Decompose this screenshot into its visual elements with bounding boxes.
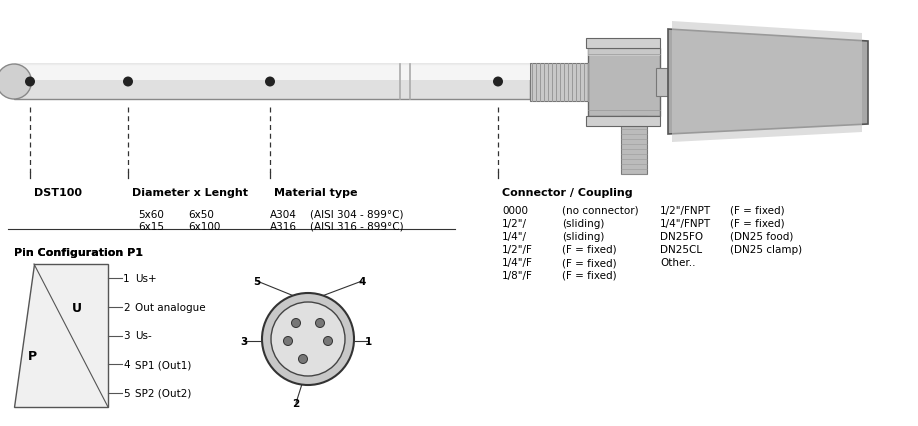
Text: 5: 5 <box>123 388 129 398</box>
Text: 1/4"/FNPT: 1/4"/FNPT <box>660 219 711 228</box>
Text: U: U <box>72 301 82 314</box>
Text: (no connector): (no connector) <box>562 205 639 216</box>
Bar <box>588 49 660 56</box>
Circle shape <box>284 337 293 345</box>
Text: Us+: Us+ <box>135 273 157 284</box>
Text: 1/4"/F: 1/4"/F <box>502 257 532 268</box>
Bar <box>530 63 592 101</box>
Text: 6x50: 6x50 <box>188 210 214 219</box>
Text: 1/2"/FNPT: 1/2"/FNPT <box>660 205 711 216</box>
Text: A304: A304 <box>270 210 297 219</box>
Bar <box>621 116 647 175</box>
Text: (DN25 clamp): (DN25 clamp) <box>730 245 802 254</box>
Circle shape <box>265 77 275 87</box>
Circle shape <box>292 319 300 328</box>
Text: P: P <box>28 349 37 362</box>
Bar <box>14 65 530 100</box>
Text: 6x15: 6x15 <box>138 222 164 231</box>
Text: Pin Configuration P1: Pin Configuration P1 <box>14 248 143 257</box>
Bar <box>586 38 660 49</box>
Text: 4: 4 <box>123 359 129 369</box>
Text: (F = fixed): (F = fixed) <box>730 205 785 216</box>
Text: Other..: Other.. <box>660 257 696 268</box>
Text: 3: 3 <box>123 331 129 341</box>
Text: DN25CL: DN25CL <box>660 245 702 254</box>
Text: Out analogue: Out analogue <box>135 302 206 312</box>
Circle shape <box>271 302 345 376</box>
Circle shape <box>0 65 31 100</box>
Text: (F = fixed): (F = fixed) <box>562 257 617 268</box>
Text: (AISI 316 - 899°C): (AISI 316 - 899°C) <box>310 222 404 231</box>
Text: 1/4"/: 1/4"/ <box>502 231 527 242</box>
Text: 1/8"/F: 1/8"/F <box>502 271 532 280</box>
Text: Diameter x Lenght: Diameter x Lenght <box>132 187 248 198</box>
Text: (DN25 food): (DN25 food) <box>730 231 793 242</box>
Polygon shape <box>668 30 868 135</box>
Text: Connector / Coupling: Connector / Coupling <box>502 187 633 198</box>
Circle shape <box>25 77 35 87</box>
Text: Us-: Us- <box>135 331 151 341</box>
Text: Pin Configuration P1: Pin Configuration P1 <box>14 248 143 257</box>
Text: A316: A316 <box>270 222 297 231</box>
Circle shape <box>323 337 332 345</box>
Text: SP2 (Out2): SP2 (Out2) <box>135 388 191 398</box>
Text: 6x100: 6x100 <box>188 222 220 231</box>
Text: DN25FO: DN25FO <box>660 231 703 242</box>
Text: (F = fixed): (F = fixed) <box>562 245 617 254</box>
Bar <box>588 49 660 116</box>
Text: (F = fixed): (F = fixed) <box>730 219 785 228</box>
Text: DST100: DST100 <box>34 187 82 198</box>
Polygon shape <box>672 22 862 143</box>
Text: 1/2"/F: 1/2"/F <box>502 245 532 254</box>
Text: 1: 1 <box>364 336 372 346</box>
Text: 1/2"/: 1/2"/ <box>502 219 527 228</box>
Text: 2: 2 <box>292 398 299 408</box>
Text: SP1 (Out1): SP1 (Out1) <box>135 359 191 369</box>
Circle shape <box>493 77 503 87</box>
Text: 5x60: 5x60 <box>138 210 164 219</box>
Circle shape <box>316 319 324 328</box>
Text: Material type: Material type <box>274 187 357 198</box>
Text: 1: 1 <box>123 273 129 284</box>
Text: (sliding): (sliding) <box>562 231 604 242</box>
Text: 4: 4 <box>358 276 365 286</box>
Text: (F = fixed): (F = fixed) <box>562 271 617 280</box>
Bar <box>14 65 530 81</box>
Text: (AISI 304 - 899°C): (AISI 304 - 899°C) <box>310 210 404 219</box>
Circle shape <box>298 355 308 364</box>
Circle shape <box>262 294 354 385</box>
Text: 3: 3 <box>241 336 248 346</box>
Text: 5: 5 <box>253 276 261 286</box>
Bar <box>656 68 675 96</box>
Bar <box>586 116 660 126</box>
Text: 2: 2 <box>123 302 129 312</box>
Polygon shape <box>14 265 108 407</box>
Circle shape <box>123 77 133 87</box>
Text: (sliding): (sliding) <box>562 219 604 228</box>
Text: 0000: 0000 <box>502 205 528 216</box>
